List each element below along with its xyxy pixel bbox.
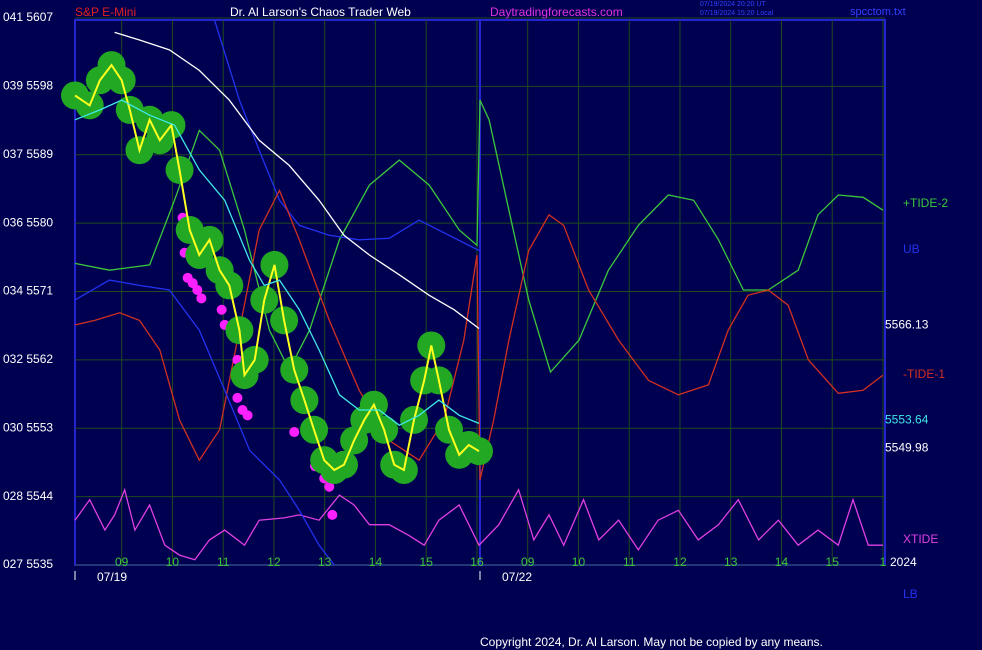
copyright: Copyright 2024, Dr. Al Larson. May not b…: [480, 635, 823, 649]
labels: S&P E-Mini Dr. Al Larson's Chaos Trader …: [3, 1, 948, 649]
end-value-label: 5553.64: [885, 413, 929, 427]
series-label: XTIDE: [903, 532, 938, 546]
marks: [61, 20, 884, 566]
series-line: [213, 20, 480, 252]
marker: [196, 293, 207, 304]
series-label: UB: [903, 242, 920, 256]
y-tick-label: 028 5544: [3, 489, 53, 503]
y-tick-label: 032 5562: [3, 352, 53, 366]
series-line: [74, 99, 884, 374]
series-line: [74, 279, 335, 566]
y-tick-label: 039 5598: [3, 79, 53, 93]
x-tick-label: 09: [521, 555, 535, 569]
series-line: [74, 188, 884, 481]
x-tick-label: 11: [623, 555, 636, 569]
series-line: [74, 487, 883, 561]
year-label: 2024: [890, 555, 917, 569]
chart-title: Dr. Al Larson's Chaos Trader Web: [230, 5, 411, 19]
series-line: [74, 99, 480, 426]
timestamp: 07/19/2024 20:20 UT: [700, 1, 766, 8]
marker: [216, 304, 227, 315]
y-tick-label: 041 5607: [3, 10, 53, 24]
x-tick-label: 10: [572, 555, 586, 569]
date-label: 07/19: [97, 570, 127, 584]
file-name: spcctom.txt: [850, 6, 906, 18]
end-value-label: 5566.13: [885, 318, 929, 332]
y-tick-label: 036 5580: [3, 215, 53, 229]
y-tick-label: 030 5553: [3, 420, 53, 434]
series-label: LB: [903, 587, 918, 601]
series-label: +TIDE-2: [903, 196, 948, 210]
symbol: S&P E-Mini: [75, 5, 136, 19]
end-value-label: 5549.98: [885, 440, 929, 454]
x-tick-label: 14: [369, 555, 383, 569]
y-tick-label: 037 5589: [3, 147, 53, 161]
y-tick-label: 027 5535: [3, 557, 53, 571]
y-tick-label: 034 5571: [3, 284, 53, 298]
marker: [324, 481, 335, 492]
x-tick-label: 10: [166, 555, 180, 569]
marker: [289, 427, 300, 438]
x-tick-label: 14: [775, 555, 789, 569]
x-tick-label: 15: [420, 555, 434, 569]
x-tick-label: 12: [267, 555, 281, 569]
marker: [242, 410, 253, 421]
marker: [232, 392, 243, 403]
x-tick-label: 12: [673, 555, 687, 569]
timestamp: 07/19/2024 15:20 Local: [700, 10, 774, 17]
marker: [192, 284, 203, 295]
x-tick-label: 13: [318, 555, 332, 569]
marker: [327, 509, 338, 520]
x-tick-label: 09: [115, 555, 129, 569]
series-label: -TIDE-1: [903, 367, 945, 381]
series-line: [74, 63, 480, 472]
site: Daytradingforecasts.com: [490, 5, 623, 19]
x-tick-label: 15: [826, 555, 840, 569]
x-tick-label: 13: [724, 555, 738, 569]
date-label: 07/22: [502, 570, 532, 584]
x-tick-label: 11: [217, 555, 230, 569]
x-tick-label: 1: [880, 555, 887, 569]
x-tick-label: 16: [470, 555, 484, 569]
series-line: [114, 31, 480, 330]
